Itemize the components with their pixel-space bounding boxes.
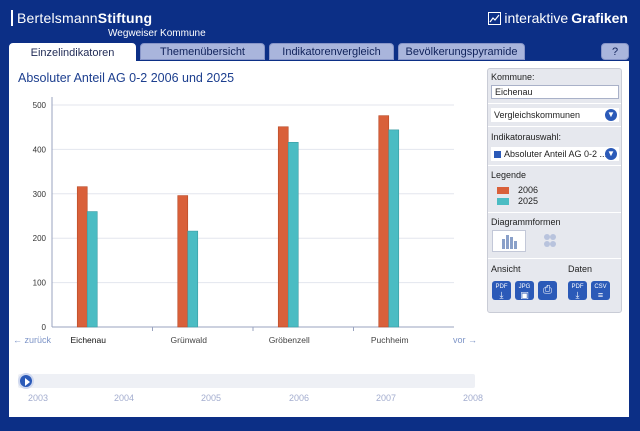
tab-indikatorenvergleich[interactable]: Indikatorenvergleich: [269, 43, 394, 60]
brand-right-bold: Grafiken: [571, 10, 628, 26]
timeline-year[interactable]: 2004: [114, 393, 135, 403]
pie-chart-icon: [544, 234, 556, 247]
bar-2006-gröbenzell: [277, 126, 289, 328]
sidebar: Kommune: Eichenau Vergleichskommunen ▼ I…: [487, 68, 622, 313]
data-csv-button[interactable]: CSV ≡: [591, 281, 610, 300]
brand-logo-left: BertelsmannStiftung: [11, 10, 152, 26]
kommune-label: Kommune:: [491, 72, 535, 82]
vergleichskommunen-dropdown[interactable]: Vergleichskommunen ▼: [491, 108, 619, 122]
timeline-year[interactable]: 2006: [289, 393, 310, 403]
back-link[interactable]: ← zurück: [13, 335, 52, 345]
timeline-year[interactable]: 2008: [463, 393, 484, 403]
timeline-year[interactable]: 2003: [28, 393, 49, 403]
bar-2025-puchheim: [388, 129, 400, 328]
indikator-label: Indikatorauswahl:: [491, 132, 562, 142]
bar-2006-eichenau: [76, 186, 88, 328]
bar-2006-puchheim: [378, 115, 390, 328]
timeline-year[interactable]: 2005: [201, 393, 222, 403]
divider: [488, 126, 621, 127]
tab-bar: Einzelindikatoren Themenübersicht Indika…: [9, 43, 525, 62]
export-pdf-button[interactable]: PDF ⤓: [492, 281, 511, 300]
brand-subtitle: Wegweiser Kommune: [108, 28, 206, 39]
x-tick-label: Puchheim: [371, 335, 409, 345]
legend-label-2006: 2006: [518, 185, 539, 195]
tab-einzelindikatoren[interactable]: Einzelindikatoren: [9, 43, 136, 62]
play-icon[interactable]: [18, 373, 34, 389]
bar-chart-icon: [502, 235, 517, 249]
export-jpg-button[interactable]: JPG ▣: [515, 281, 534, 300]
logo-bar-icon: [11, 10, 13, 26]
timeline-year[interactable]: 2007: [376, 393, 397, 403]
bar-2025-eichenau: [86, 211, 98, 328]
kommune-input[interactable]: Eichenau: [491, 85, 619, 99]
x-tick-label: Gröbenzell: [269, 335, 310, 345]
bar-chart-type-button[interactable]: [492, 230, 526, 252]
divider: [488, 212, 621, 213]
info-icon: [494, 151, 501, 158]
daten-label: Daten: [568, 264, 593, 274]
y-tick-label: 300: [33, 190, 47, 199]
legende-label: Legende: [491, 170, 527, 180]
pie-chart-type-button[interactable]: [536, 230, 570, 252]
indikator-value: Absoluter Anteil AG 0-2 ...: [504, 149, 608, 159]
brand-left-light: Bertelsmann: [17, 10, 98, 26]
y-tick-label: 100: [33, 279, 47, 288]
brand-right-light: interaktive: [504, 10, 569, 26]
x-tick-label: Grünwald: [171, 335, 208, 345]
chevron-down-icon[interactable]: ▼: [605, 148, 617, 160]
y-tick-label: 400: [33, 145, 47, 154]
y-tick-label: 0: [42, 323, 47, 332]
tab-themenuebersicht[interactable]: Themenübersicht: [140, 43, 265, 60]
brand-left-bold: Stiftung: [97, 10, 153, 26]
divider: [488, 258, 621, 259]
y-tick-label: 500: [33, 101, 47, 110]
bar-2006-grünwald: [177, 195, 189, 328]
legend-swatch-2025: [497, 198, 509, 205]
main-panel: Absoluter Anteil AG 0-2 2006 und 2025 0 1…: [9, 61, 629, 417]
divider: [488, 103, 621, 104]
legend-label-2025: 2025: [518, 196, 539, 206]
divider: [488, 165, 621, 166]
chart-line-icon: [488, 11, 502, 25]
indikator-dropdown[interactable]: Absoluter Anteil AG 0-2 ... ▼: [491, 147, 619, 161]
help-button[interactable]: ?: [601, 43, 629, 60]
timeline-track[interactable]: [18, 374, 475, 388]
chevron-down-icon[interactable]: ▼: [605, 109, 617, 121]
vergleichskommunen-label: Vergleichskommunen: [494, 110, 581, 120]
data-pdf-button[interactable]: PDF ⤓: [568, 281, 587, 300]
bar-2025-gröbenzell: [287, 141, 299, 328]
print-icon[interactable]: ⎙: [538, 281, 557, 300]
forward-link[interactable]: vor →: [453, 335, 478, 345]
ansicht-label: Ansicht: [491, 264, 521, 274]
tab-bevoelkerungspyramide[interactable]: Bevölkerungspyramide: [398, 43, 525, 60]
brand-logo-right: interaktive Grafiken: [488, 10, 628, 26]
y-tick-label: 200: [33, 234, 47, 243]
x-tick-label: Eichenau: [71, 335, 107, 345]
legend-swatch-2006: [497, 187, 509, 194]
chart-title: Absoluter Anteil AG 0-2 2006 und 2025: [18, 71, 235, 85]
bar-chart: 0 100 200 300 400 500 Eichenau Grünwald Gröbenze…: [33, 97, 454, 345]
diagrammformen-label: Diagrammformen: [491, 217, 561, 227]
bar-2025-grünwald: [187, 230, 199, 328]
